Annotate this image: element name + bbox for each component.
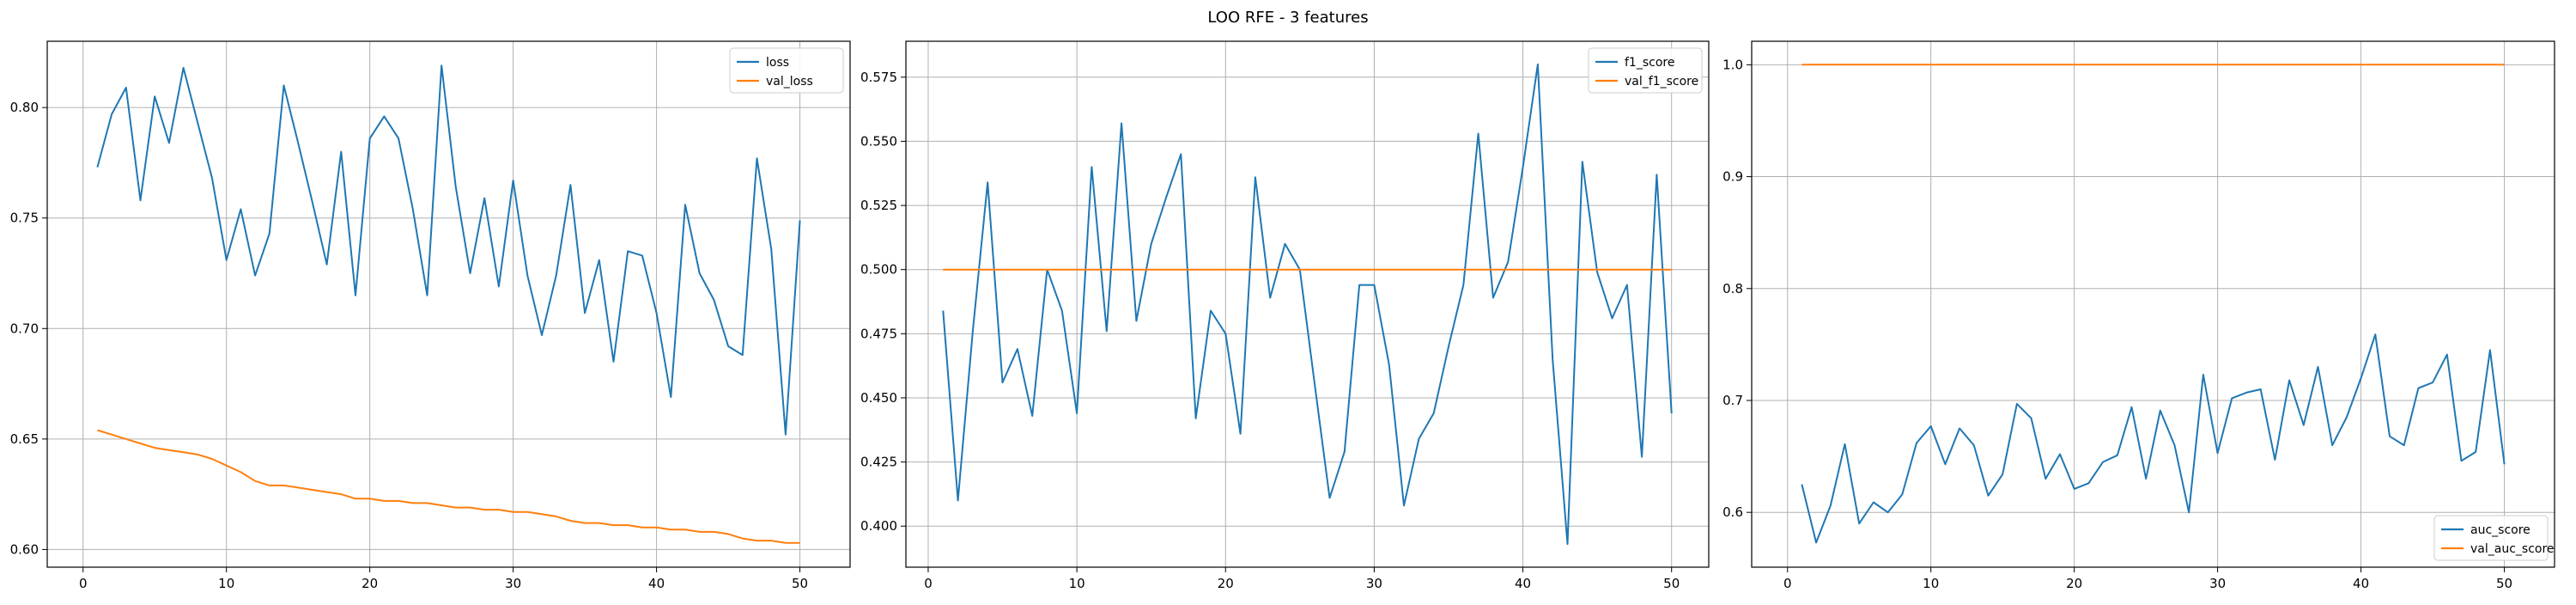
x-tick-label: 10 bbox=[1069, 576, 1085, 591]
y-tick-label: 0.70 bbox=[10, 321, 39, 336]
x-tick-label: 20 bbox=[2066, 576, 2082, 591]
x-tick-label: 50 bbox=[1663, 576, 1680, 591]
x-tick-label: 50 bbox=[2496, 576, 2512, 591]
x-tick-label: 40 bbox=[2353, 576, 2369, 591]
x-tick-label: 0 bbox=[1783, 576, 1792, 591]
y-tick-label: 0.80 bbox=[10, 100, 39, 115]
y-tick-label: 0.425 bbox=[860, 455, 897, 470]
subplot-3: 0 10 20 30 40 50 0.6 0.7 0.8 0.9 1.0 auc_score val_a… bbox=[1722, 40, 2555, 591]
x-tick-label: 30 bbox=[505, 576, 521, 591]
y-tick-label: 0.60 bbox=[10, 541, 39, 557]
legend-label: auc_score bbox=[2470, 523, 2530, 537]
y-tick-label: 0.525 bbox=[860, 198, 897, 213]
subplot-1: 0 10 20 30 40 50 0.60 0.65 0.70 0.75 0.80 loss val_l… bbox=[10, 40, 851, 591]
legend-label: f1_score bbox=[1625, 56, 1674, 70]
x-tick-label: 40 bbox=[648, 576, 665, 591]
y-tick-label: 0.75 bbox=[10, 211, 39, 226]
legend-label: val_f1_score bbox=[1625, 75, 1698, 89]
y-tick-label: 0.400 bbox=[860, 518, 897, 534]
legend: auc_score val_auc_score bbox=[2433, 515, 2555, 561]
y-tick-label: 0.9 bbox=[1722, 169, 1743, 185]
series-line-loss bbox=[96, 64, 801, 436]
y-tick-label: 0.475 bbox=[860, 326, 897, 341]
y-tick-label: 0.6 bbox=[1722, 504, 1743, 520]
series-line-val_loss bbox=[97, 429, 800, 544]
x-tick-label: 20 bbox=[1218, 576, 1234, 591]
y-tick-label: 0.575 bbox=[860, 70, 897, 85]
y-tick-label: 0.7 bbox=[1722, 393, 1743, 408]
x-tick-label: 10 bbox=[218, 576, 234, 591]
legend-label: val_auc_score bbox=[2470, 542, 2555, 556]
x-tick-label: 40 bbox=[1515, 576, 1531, 591]
y-tick-label: 0.65 bbox=[10, 431, 39, 447]
x-tick-label: 10 bbox=[1923, 576, 1939, 591]
series-line-f1_score bbox=[942, 63, 1673, 546]
y-tick-label: 0.8 bbox=[1722, 281, 1743, 296]
x-tick-label: 0 bbox=[79, 576, 88, 591]
y-tick-label: 0.550 bbox=[860, 133, 897, 149]
x-tick-label: 30 bbox=[1366, 576, 1382, 591]
axes-frame bbox=[905, 40, 1710, 568]
x-tick-label: 50 bbox=[792, 576, 808, 591]
x-tick-label: 30 bbox=[2209, 576, 2226, 591]
axes-frame bbox=[1751, 40, 2555, 568]
figure-title: LOO RFE - 3 features bbox=[1207, 9, 1369, 27]
axes-frame bbox=[46, 40, 851, 568]
series-line-auc_score bbox=[1801, 333, 2506, 544]
subplot-2: 0 10 20 30 40 50 0.400 0.425 0.450 0.475 0.500 0.52… bbox=[860, 40, 1710, 591]
x-tick-label: 0 bbox=[924, 576, 933, 591]
y-tick-label: 0.450 bbox=[860, 390, 897, 406]
y-tick-label: 0.500 bbox=[860, 262, 897, 278]
legend: f1_score val_f1_score bbox=[1588, 47, 1703, 94]
legend-label: val_loss bbox=[766, 75, 813, 89]
legend-label: loss bbox=[766, 56, 789, 70]
x-tick-label: 20 bbox=[361, 576, 378, 591]
y-tick-label: 1.0 bbox=[1722, 57, 1743, 72]
legend: loss val_loss bbox=[729, 47, 844, 94]
